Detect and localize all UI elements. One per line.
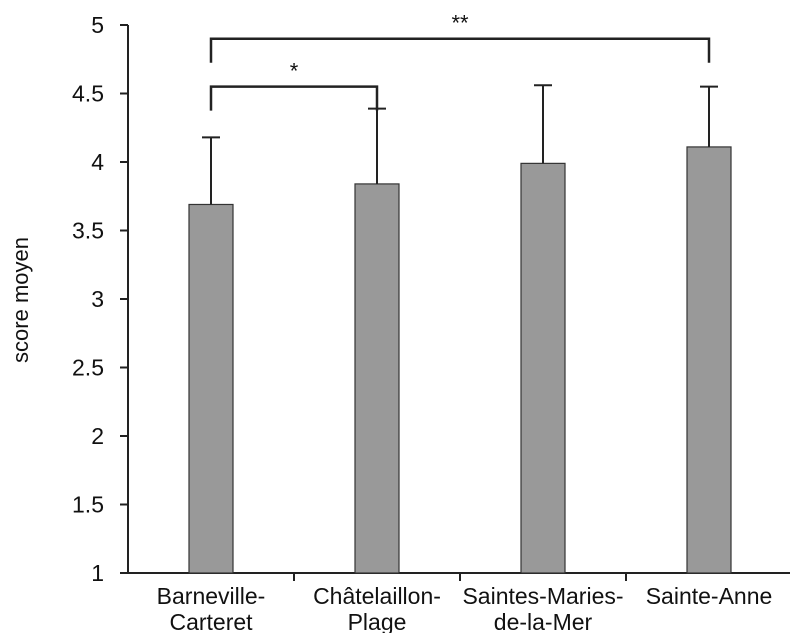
- y-tick-label: 5: [91, 12, 104, 38]
- y-tick-label: 3: [91, 286, 104, 312]
- y-tick-label: 4.5: [72, 81, 104, 107]
- y-tick-label: 4: [91, 149, 104, 175]
- significance-label: *: [290, 59, 299, 84]
- bar: [354, 183, 400, 574]
- y-tick-label: 3.5: [72, 218, 104, 244]
- category-label: Carteret: [169, 609, 253, 633]
- y-axis-title: score moyen: [8, 237, 33, 363]
- axes: [120, 24, 790, 581]
- category-label: de-la-Mer: [494, 609, 593, 633]
- category-label: Saintes-Maries-: [462, 583, 623, 609]
- y-tick-label: 2: [91, 423, 104, 449]
- significance-brackets: ***: [209, 11, 711, 111]
- significance-bracket: [209, 85, 379, 111]
- category-label: Châtelaillon-: [313, 583, 441, 609]
- category-label: Plage: [348, 609, 407, 633]
- significance-bracket: [209, 37, 711, 63]
- category-label: Sainte-Anne: [646, 583, 773, 609]
- bar: [520, 162, 566, 574]
- bar: [686, 146, 732, 574]
- category-label: Barneville-: [157, 583, 266, 609]
- y-tick-label: 2.5: [72, 355, 104, 381]
- y-tick-label: 1.5: [72, 492, 104, 518]
- y-tick-label: 1: [91, 560, 104, 586]
- bar: [188, 203, 234, 574]
- error-bars: [202, 84, 718, 205]
- y-tick-labels: 1 1.5 2 2.5 3 3.5 4 4.5 5: [72, 12, 104, 586]
- bars: [188, 146, 732, 574]
- category-labels: Barneville-Carteret Châtelaillon-Plage Sai…: [157, 583, 773, 633]
- significance-label: **: [451, 11, 469, 36]
